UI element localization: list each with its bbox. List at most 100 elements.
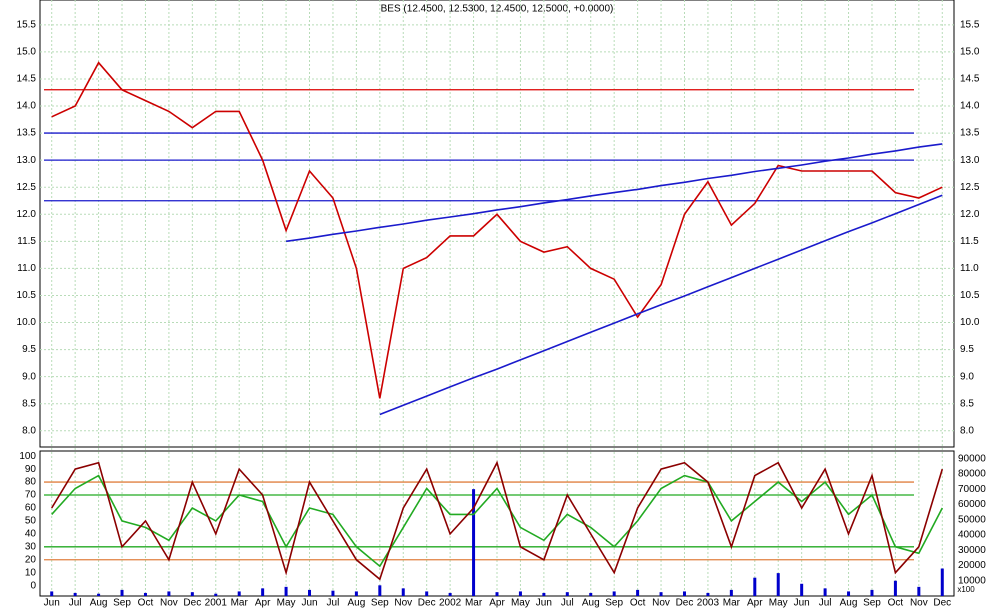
y-tick-label: 70	[25, 490, 37, 501]
volume-bar	[354, 591, 358, 596]
volume-bar	[753, 577, 757, 596]
series-line	[285, 143, 943, 243]
y-tick-label: 10	[25, 567, 37, 578]
x-tick-label: Apr	[255, 598, 271, 608]
volume-bar	[870, 589, 874, 596]
x-tick-label: Jun	[44, 598, 60, 608]
x-tick-label: Dec	[183, 598, 201, 608]
volume-bar	[214, 593, 218, 596]
volume-bar	[190, 592, 194, 596]
volume-bar	[237, 591, 241, 596]
y2-tick-label: 80000	[958, 469, 986, 480]
y2-tick-label: 10000	[958, 575, 986, 586]
x-tick-label: Mar	[723, 598, 741, 608]
volume-bar	[331, 590, 335, 596]
volume-bar	[940, 568, 944, 596]
y-tick-label-right: 9.0	[960, 371, 974, 382]
volume-bar	[167, 591, 171, 596]
y-tick-label-right: 10.5	[960, 290, 980, 301]
y-tick-label: 0	[30, 580, 36, 591]
y-tick-label: 100	[19, 451, 36, 462]
volume-bar	[847, 591, 851, 596]
y-tick-label-right: 15.5	[960, 19, 980, 30]
volume-bar	[800, 583, 804, 596]
x-tick-label: Mar	[465, 598, 483, 608]
x-tick-label: Dec	[676, 598, 694, 608]
y2-tick-label: 60000	[958, 499, 986, 510]
y-tick-label-right: 12.5	[960, 182, 980, 193]
volume-bar	[73, 592, 77, 596]
volume-bar	[682, 591, 686, 596]
series-line	[51, 460, 944, 581]
volume-bar	[472, 489, 476, 596]
volume-bar	[659, 592, 663, 596]
x-tick-label: Jul	[561, 598, 574, 608]
y-tick-label: 11.5	[17, 236, 36, 247]
y2-unit-label: x100	[957, 585, 975, 594]
volume-bar	[893, 580, 897, 596]
x-tick-label: Nov	[394, 598, 412, 608]
volume-bar	[917, 586, 921, 596]
y-tick-label: 14.0	[17, 101, 37, 112]
y-tick-label-right: 13.0	[960, 155, 980, 166]
y-tick-label: 30	[25, 541, 37, 552]
y-tick-label: 12.0	[17, 209, 37, 220]
x-tick-label: Dec	[418, 598, 436, 608]
x-tick-label: Nov	[910, 598, 928, 608]
x-tick-label: Jun	[794, 598, 810, 608]
volume-bar	[542, 592, 546, 596]
y2-tick-label: 90000	[958, 453, 986, 464]
y-tick-label-right: 9.5	[960, 344, 974, 355]
volume-bar	[565, 592, 569, 596]
x-tick-label: Jul	[69, 598, 82, 608]
y-tick-label: 90	[25, 464, 37, 475]
x-tick-label: Jun	[301, 598, 317, 608]
x-tick-label: Oct	[888, 598, 904, 608]
y-tick-label: 13.5	[17, 128, 37, 139]
y-tick-label: 40	[25, 528, 37, 539]
volume-bar	[448, 592, 452, 596]
price-panel	[39, 0, 955, 448]
x-tick-label: Nov	[160, 598, 178, 608]
y2-tick-label: 20000	[958, 560, 986, 571]
series-line	[379, 194, 943, 416]
y-tick-label-right: 8.0	[960, 425, 974, 436]
x-tick-label: Sep	[113, 598, 131, 608]
volume-bar	[495, 592, 499, 596]
y2-tick-label: 40000	[958, 530, 986, 541]
volume-bar	[401, 588, 405, 596]
x-tick-label: Aug	[347, 598, 365, 608]
y2-tick-label: 30000	[958, 545, 986, 556]
y-tick-label: 20	[25, 554, 37, 565]
y-tick-label: 9.5	[22, 344, 36, 355]
y-tick-label: 11.0	[17, 263, 36, 274]
volume-bar	[308, 589, 312, 596]
series-line	[51, 61, 943, 399]
y-tick-label: 8.5	[22, 398, 36, 409]
x-tick-label: Apr	[489, 598, 505, 608]
volume-bar	[97, 593, 101, 596]
oscillator-panel	[39, 450, 955, 597]
volume-bar	[50, 591, 54, 596]
volume-bar	[612, 591, 616, 596]
y-tick-label: 13.0	[17, 155, 37, 166]
x-tick-label: Jul	[327, 598, 340, 608]
series-line	[51, 474, 944, 568]
volume-bar	[425, 591, 429, 596]
x-tick-label: Oct	[138, 598, 154, 608]
x-tick-label: Oct	[630, 598, 646, 608]
y-tick-label: 60	[25, 503, 37, 514]
y-tick-label: 8.0	[22, 425, 36, 436]
y-tick-label-right: 11.5	[960, 236, 979, 247]
x-tick-label: Mar	[231, 598, 249, 608]
y-tick-label-right: 13.5	[960, 128, 980, 139]
x-tick-label: 2002	[439, 598, 462, 608]
y-tick-label: 15.0	[17, 47, 37, 58]
x-tick-label: Jun	[536, 598, 552, 608]
volume-bar	[120, 589, 124, 596]
y-tick-label: 50	[25, 516, 37, 527]
volume-bar	[518, 591, 522, 596]
volume-bar	[636, 589, 640, 596]
x-tick-label: May	[277, 598, 296, 608]
